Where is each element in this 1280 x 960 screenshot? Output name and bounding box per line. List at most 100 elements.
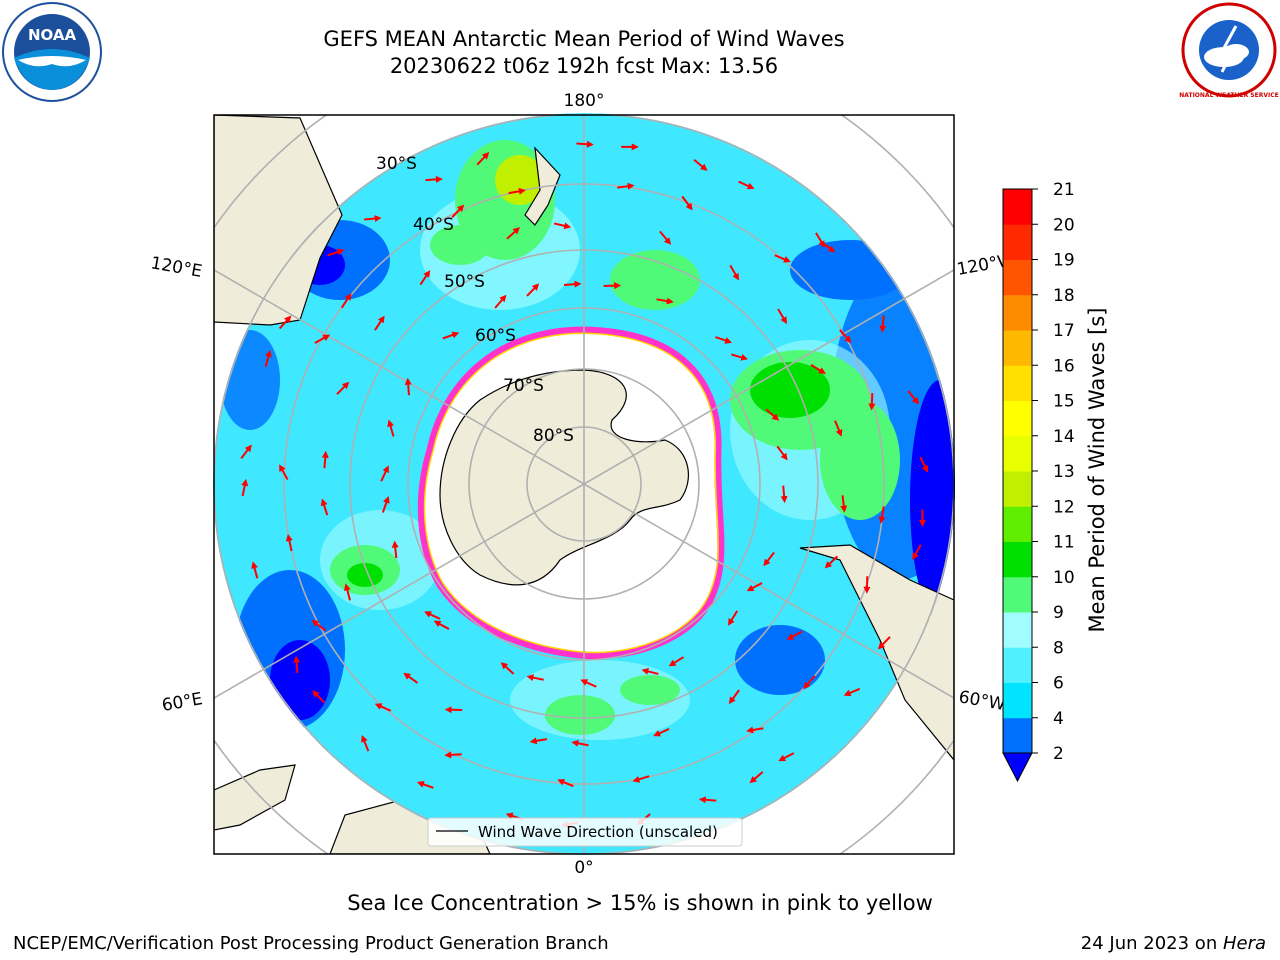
direction-arrow [403, 672, 419, 684]
direction-arrow [476, 152, 490, 166]
direction-arrow [526, 674, 544, 682]
lat-label-60s: 60°S [475, 326, 516, 346]
direction-arrow [240, 444, 252, 460]
direction-arrow [278, 315, 292, 330]
direction-arrow [839, 329, 852, 344]
colorbar-tick-label: 17 [1053, 321, 1075, 341]
direction-arrow [340, 293, 352, 309]
direction-arrow [264, 349, 272, 367]
direction-arrow [312, 690, 326, 704]
colorbar-segment [1003, 682, 1032, 719]
direction-arrow [508, 187, 526, 195]
colorbar-tick-label: 15 [1053, 392, 1075, 412]
colorbar-tick-label: 4 [1053, 709, 1064, 729]
direction-arrow [824, 555, 839, 569]
direction-arrow [603, 282, 622, 290]
direction-arrow [840, 495, 848, 513]
direction-arrow [404, 377, 412, 396]
direction-arrow [778, 752, 795, 762]
sea-ice-note: Sea Ice Concentration > 15% is shown in … [347, 891, 933, 915]
nws-logo-text: NATIONAL WEATHER SERVICE [1179, 92, 1278, 99]
colorbar-tick-label: 6 [1053, 674, 1064, 694]
direction-arrow [878, 506, 886, 524]
direction-arrow [321, 450, 329, 469]
direction-arrow [919, 456, 929, 473]
direction-arrow [553, 222, 572, 230]
direction-arrow [786, 630, 803, 640]
direction-arrow [293, 655, 301, 674]
direction-arrow [730, 353, 749, 361]
colorbar-tick-label: 9 [1053, 603, 1064, 623]
lat-label-80s: 80°S [533, 426, 574, 446]
colorbar-segment [1003, 717, 1032, 754]
chart-subtitle: 20230622 t06z 192h fcst Max: 13.56 [389, 54, 779, 78]
direction-arrow [506, 227, 521, 240]
direction-arrow [879, 315, 887, 333]
colorbar-tick-label: 14 [1053, 427, 1075, 447]
direction-arrow [693, 158, 708, 171]
direction-arrow [336, 381, 350, 395]
direction-arrow [632, 775, 650, 783]
map-legend: Wind Wave Direction (unscaled) [427, 817, 743, 847]
direction-arrow [241, 478, 249, 497]
footer-branch: NCEP/EMC/Verification Post Processing Pr… [13, 933, 609, 954]
colorbar-segment [1003, 224, 1032, 260]
direction-arrow [877, 636, 891, 650]
direction-arrow [381, 495, 390, 513]
direction-arrow [361, 734, 370, 752]
direction-arrow [774, 254, 791, 263]
direction-arrow [529, 737, 548, 745]
direction-arrow [419, 270, 431, 286]
direction-arrow [698, 796, 717, 804]
colorbar-tick-label: 10 [1053, 568, 1075, 588]
direction-arrow [424, 611, 441, 620]
direction-arrow [641, 667, 659, 675]
direction-arrow [444, 751, 462, 759]
chart-title: GEFS MEAN Antarctic Mean Period of Wind … [323, 27, 845, 51]
direction-arrow [727, 610, 739, 626]
lat-label-30s: 30°S [376, 154, 417, 174]
direction-arrow [868, 393, 876, 411]
direction-arrow [314, 334, 331, 344]
lon-label-180: 180° [564, 91, 605, 111]
colorbar-tick-label: 16 [1053, 356, 1075, 376]
direction-arrow [526, 283, 540, 297]
direction-arrow [494, 294, 507, 309]
colorbar-tick-label: 8 [1053, 638, 1064, 658]
direction-arrow [656, 297, 674, 305]
direction-arrow [653, 727, 670, 737]
colorbar-segment [1003, 541, 1032, 578]
lon-label-60w: 60°W [957, 687, 1007, 715]
lon-label-60e: 60°E [160, 689, 204, 716]
colorbar-tick-label: 18 [1053, 286, 1075, 306]
direction-arrow [433, 620, 450, 630]
direction-arrow [580, 679, 597, 688]
direction-arrow [500, 662, 515, 675]
colorbar-segment [1003, 330, 1032, 366]
direction-arrow [728, 689, 740, 705]
direction-arrow [746, 726, 764, 734]
noaa-logo-text: NOAA [28, 26, 77, 44]
colorbar-segment [1003, 435, 1032, 472]
direction-arrow [777, 308, 788, 325]
direction-arrow [810, 364, 826, 374]
colorbar-segment [1003, 471, 1032, 507]
direction-arrow [681, 195, 693, 211]
direction-arrow [380, 465, 389, 482]
colorbar-segment [1003, 400, 1032, 437]
colorbar-segment [1003, 506, 1032, 542]
direction-arrow [320, 498, 329, 516]
direction-arrow [749, 771, 764, 784]
direction-arrow [763, 551, 775, 567]
direction-arrow [391, 540, 399, 559]
colorbar-tick-label: 11 [1053, 533, 1075, 553]
direction-arrow [311, 619, 326, 632]
colorbar-segment [1003, 259, 1032, 296]
direction-arrow [387, 419, 395, 437]
direction-arrow [251, 561, 259, 579]
direction-arrow [912, 544, 922, 561]
footer-date-text: 24 Jun 2023 on [1080, 933, 1223, 954]
direction-arrow [738, 180, 755, 190]
colorbar-tick-label: 20 [1053, 215, 1075, 235]
